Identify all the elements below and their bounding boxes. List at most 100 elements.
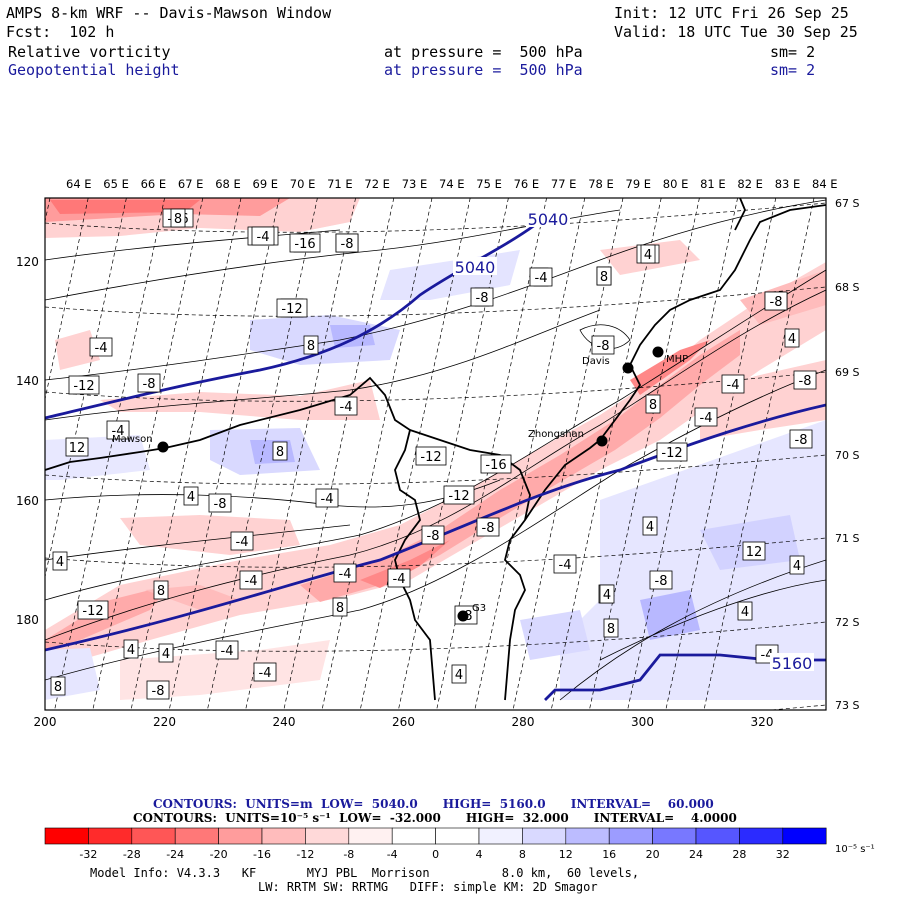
station-label: Mawson — [112, 434, 153, 445]
colorbar-tick: -20 — [210, 848, 228, 861]
colorbar-box — [565, 827, 610, 845]
vort-label: 4 — [187, 490, 195, 505]
colorbar-tick: -8 — [343, 848, 354, 861]
forecast-hour: Fcst: 102 h — [6, 23, 115, 41]
vort-label: 8 — [157, 584, 165, 599]
vort-label: 4 — [646, 520, 654, 535]
height-label: 5040 — [528, 210, 569, 229]
vort-label-box — [333, 563, 357, 583]
vort-label-box — [789, 555, 805, 575]
vort-label-box — [303, 335, 319, 355]
vort-label: -16 — [485, 458, 506, 473]
vort-label-box — [443, 485, 475, 505]
init-time: Init: 12 UTC Fri 26 Sep 25 — [614, 4, 849, 22]
station-dot — [652, 346, 664, 358]
vort-label: -12 — [448, 489, 469, 504]
vort-label-box — [272, 441, 288, 461]
y-tick-label: 120 — [16, 255, 39, 269]
vort-label: -8 — [143, 377, 156, 392]
lon-label: 65 E — [103, 177, 129, 191]
colorbar-box — [174, 827, 219, 845]
vort-label: 4 — [603, 588, 611, 603]
vort-label-box — [183, 486, 199, 506]
lon-label: 68 E — [215, 177, 241, 191]
x-tick-label: 220 — [153, 715, 176, 729]
vort-label: -12 — [82, 604, 103, 619]
lat-label: 73 S — [835, 699, 859, 712]
colorbar-box — [739, 827, 784, 845]
vort-label: -12 — [420, 450, 441, 465]
colorbar-box — [261, 827, 306, 845]
lon-label: 77 E — [551, 177, 577, 191]
vort-label-box — [276, 298, 308, 318]
vort-label: -4 — [727, 378, 740, 393]
colorbar-tick: -4 — [387, 848, 398, 861]
vort-label: 12 — [69, 441, 86, 456]
vort-label-box — [415, 446, 447, 466]
vort-label-box — [77, 600, 109, 620]
vort-label: 8 — [336, 601, 344, 616]
vort-label-box — [68, 375, 100, 395]
colorbar-box — [218, 827, 263, 845]
height-label-bg — [770, 653, 814, 671]
lon-label: 69 E — [253, 177, 279, 191]
lon-label: 81 E — [700, 177, 726, 191]
colorbar-box — [131, 827, 176, 845]
lon-label: 70 E — [290, 177, 316, 191]
lon-label: 79 E — [626, 177, 652, 191]
station-markers: Mawson Davis Zhongshan G3 MHP — [112, 346, 688, 622]
vort-label-box — [146, 680, 170, 700]
lat-label: 72 S — [835, 616, 859, 629]
vort-label-box — [640, 244, 656, 264]
vort-label: -8 — [152, 684, 165, 699]
lat-label: 69 S — [835, 366, 859, 379]
vort-label-box — [553, 554, 577, 574]
vort-label-box — [451, 664, 467, 684]
vort-label: -16 — [294, 237, 315, 252]
x-axis-ticks: 200 220 240 260 280 300 320 — [34, 715, 774, 729]
vort-label-box — [737, 601, 753, 621]
colorbar-box — [435, 827, 480, 845]
vort-label-box — [137, 373, 161, 393]
lat-label: 70 S — [835, 449, 859, 462]
colorbar-tick: 8 — [519, 848, 526, 861]
x-tick-label: 260 — [392, 715, 415, 729]
vort-label: -4 — [257, 230, 270, 245]
colorbar-tick: -24 — [166, 848, 184, 861]
vort-label-box — [332, 597, 348, 617]
vort-label-box — [476, 517, 500, 537]
lon-label: 72 E — [364, 177, 390, 191]
colorbar-tick: -32 — [79, 848, 97, 861]
vort-label: 4 — [455, 668, 463, 683]
vort-label-box — [251, 226, 275, 246]
vort-label: -8 — [482, 521, 495, 536]
vort-label: 8 — [600, 270, 608, 285]
vort-label: 4 — [793, 559, 801, 574]
height-contour-info: CONTOURS: UNITS=m LOW= 5040.0 HIGH= 5160… — [153, 797, 714, 811]
colorbar-box — [305, 827, 350, 845]
x-tick-label: 240 — [273, 715, 296, 729]
vort-label: -8 — [427, 529, 440, 544]
colorbar-unit: 10⁻⁵ s⁻¹ — [835, 844, 875, 855]
vort-label: 4 — [162, 647, 170, 662]
x-tick-label: 300 — [631, 715, 654, 729]
lon-label: 78 E — [588, 177, 614, 191]
colorbar-boxes — [44, 827, 827, 845]
vort-label-box — [315, 488, 339, 508]
colorbar-tick: 24 — [689, 848, 703, 861]
station-dot — [457, 610, 469, 622]
vort-label-box — [106, 420, 130, 440]
vort-label-box — [215, 640, 239, 660]
vort-label: -4 — [559, 558, 572, 573]
colorbar: -32 -28 -24 -20 -16 -12 -8 -4 0 4 8 12 16 20 24 28 32 10… — [44, 827, 875, 861]
colorbar-tick: 20 — [646, 848, 660, 861]
lon-label: 67 E — [178, 177, 204, 191]
vort-label-box — [89, 337, 113, 357]
station-label: MHP — [666, 354, 688, 365]
field2-level: at pressure = 500 hPa — [384, 61, 583, 79]
vort-label-box — [764, 291, 788, 311]
station-dot — [157, 441, 169, 453]
lat-label: 71 S — [835, 532, 859, 545]
vort-label: 8 — [307, 339, 315, 354]
